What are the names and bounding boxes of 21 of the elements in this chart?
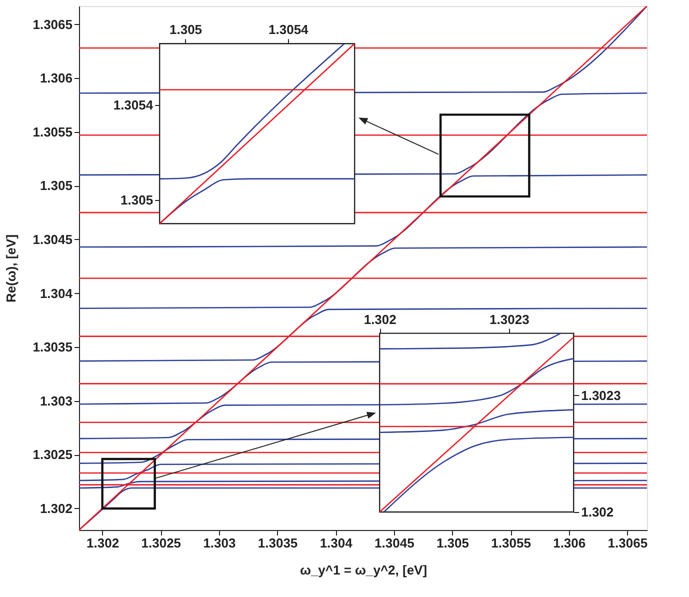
y-tick-label: 1.306 xyxy=(40,70,72,86)
y-tick-label: 1.305 xyxy=(40,178,72,194)
x-tick-label: 1.3055 xyxy=(491,536,531,550)
x-tick-label: 1.3065 xyxy=(608,536,648,550)
x-tick-label: 1.302 xyxy=(86,536,120,550)
y-tick-label: 1.3025 xyxy=(32,447,72,462)
x-tick-label: 1.3035 xyxy=(258,536,298,550)
x-tick-label: 1.3045 xyxy=(374,536,414,550)
x-tick-label: 1.306 xyxy=(553,536,586,550)
y-tick-label: 1.3055 xyxy=(32,124,72,140)
x-tick-label: 1.303 xyxy=(203,536,236,550)
x-tick-label: 1.305 xyxy=(436,536,469,550)
x-tick-label: 1.3025 xyxy=(141,536,182,550)
y-axis-title: Re(ω), [eV] xyxy=(4,234,19,303)
x-axis-title: ω_y^1 = ω_y^2, [eV] xyxy=(300,562,428,578)
y-tick-label: 1.3045 xyxy=(32,232,72,247)
x-tick-label: 1.304 xyxy=(320,536,354,550)
y-tick-label: 1.304 xyxy=(40,286,74,301)
y-tick-label: 1.303 xyxy=(40,393,72,408)
y-tick-label: 1.302 xyxy=(40,500,72,516)
y-tick-label: 1.3035 xyxy=(32,340,72,355)
